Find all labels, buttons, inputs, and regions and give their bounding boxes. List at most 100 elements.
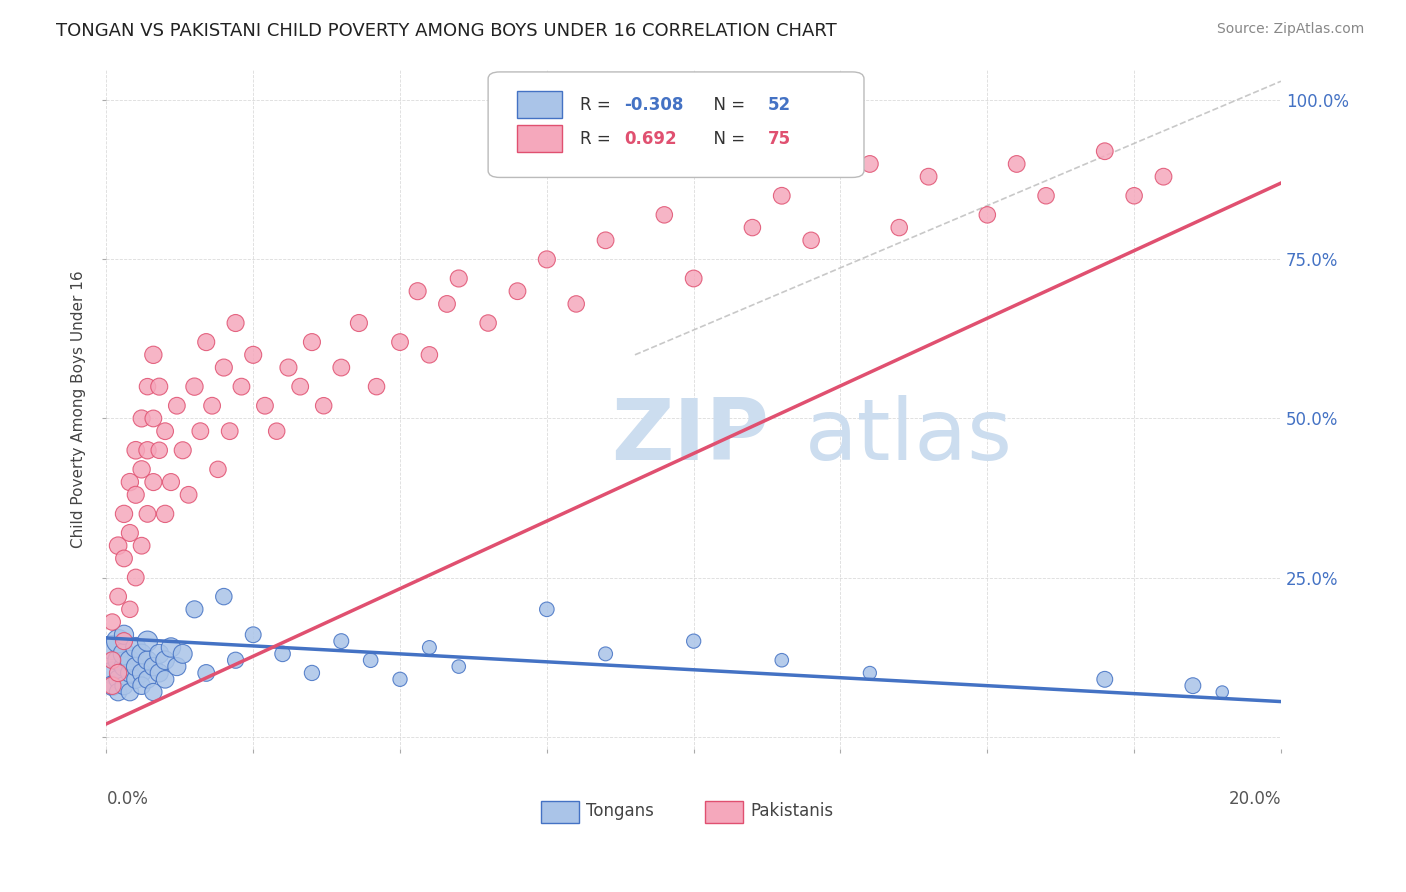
Point: [153, 424, 176, 438]
Point: [231, 379, 253, 393]
Point: [389, 335, 412, 350]
Point: [107, 653, 129, 667]
Point: [360, 653, 382, 667]
Point: [131, 647, 153, 661]
Point: [112, 634, 135, 648]
Point: [107, 685, 129, 699]
Point: [107, 590, 129, 604]
Point: [118, 665, 141, 680]
Point: [166, 659, 188, 673]
Text: R =: R =: [579, 95, 616, 113]
Point: [131, 462, 153, 476]
Text: 52: 52: [768, 95, 790, 113]
Point: [136, 673, 159, 687]
Point: [347, 316, 370, 330]
Point: [389, 673, 412, 687]
Point: [112, 659, 135, 673]
Point: [536, 602, 558, 616]
Point: [142, 411, 165, 425]
Point: [1211, 685, 1233, 699]
Point: [447, 271, 470, 285]
Point: [1094, 145, 1116, 159]
Point: [107, 673, 129, 687]
Point: [195, 665, 218, 680]
Point: [1153, 169, 1175, 184]
Point: [1035, 188, 1057, 202]
Point: [1123, 188, 1146, 202]
Point: [271, 647, 294, 661]
Point: [131, 665, 153, 680]
Point: [1094, 673, 1116, 687]
Point: [859, 157, 882, 171]
Point: [225, 653, 247, 667]
Point: [101, 665, 124, 680]
Y-axis label: Child Poverty Among Boys Under 16: Child Poverty Among Boys Under 16: [72, 270, 86, 548]
Point: [153, 653, 176, 667]
Point: [148, 443, 170, 458]
Point: [107, 634, 129, 648]
Point: [301, 665, 323, 680]
Point: [142, 475, 165, 489]
Point: [148, 379, 170, 393]
Point: [595, 647, 617, 661]
Point: [125, 570, 148, 584]
Point: [183, 379, 205, 393]
Point: [682, 634, 704, 648]
Point: [207, 462, 229, 476]
Point: [125, 673, 148, 687]
Point: [770, 188, 793, 202]
Point: [195, 335, 218, 350]
Point: [125, 488, 148, 502]
Point: [125, 640, 148, 655]
Point: [166, 399, 188, 413]
Point: [112, 551, 135, 566]
Text: Pakistanis: Pakistanis: [749, 802, 834, 820]
Point: [277, 360, 299, 375]
FancyBboxPatch shape: [541, 801, 578, 822]
Point: [136, 507, 159, 521]
Point: [436, 297, 458, 311]
Point: [242, 348, 264, 362]
Point: [136, 634, 159, 648]
Point: [242, 628, 264, 642]
Point: [112, 679, 135, 693]
Point: [101, 615, 124, 629]
Point: [136, 653, 159, 667]
Text: N =: N =: [703, 95, 751, 113]
Point: [859, 665, 882, 680]
Point: [1005, 157, 1028, 171]
Point: [118, 685, 141, 699]
Point: [290, 379, 312, 393]
Text: 0.692: 0.692: [624, 129, 678, 148]
Point: [136, 443, 159, 458]
Point: [183, 602, 205, 616]
Text: 20.0%: 20.0%: [1229, 790, 1281, 808]
Point: [160, 475, 183, 489]
Point: [889, 220, 911, 235]
Point: [770, 653, 793, 667]
Point: [418, 348, 440, 362]
FancyBboxPatch shape: [706, 801, 742, 822]
Point: [212, 590, 235, 604]
Text: R =: R =: [579, 129, 616, 148]
Point: [118, 602, 141, 616]
Point: [418, 640, 440, 655]
Point: [172, 647, 194, 661]
Point: [201, 399, 224, 413]
Point: [153, 673, 176, 687]
Text: 0.0%: 0.0%: [107, 790, 148, 808]
Point: [976, 208, 998, 222]
Point: [125, 659, 148, 673]
Point: [131, 411, 153, 425]
Point: [118, 475, 141, 489]
Point: [112, 647, 135, 661]
Point: [107, 539, 129, 553]
Point: [1181, 679, 1204, 693]
Point: [477, 316, 499, 330]
Point: [118, 526, 141, 541]
Point: [112, 507, 135, 521]
Text: atlas: atlas: [806, 394, 1014, 477]
Point: [142, 685, 165, 699]
Point: [301, 335, 323, 350]
FancyBboxPatch shape: [517, 91, 562, 119]
